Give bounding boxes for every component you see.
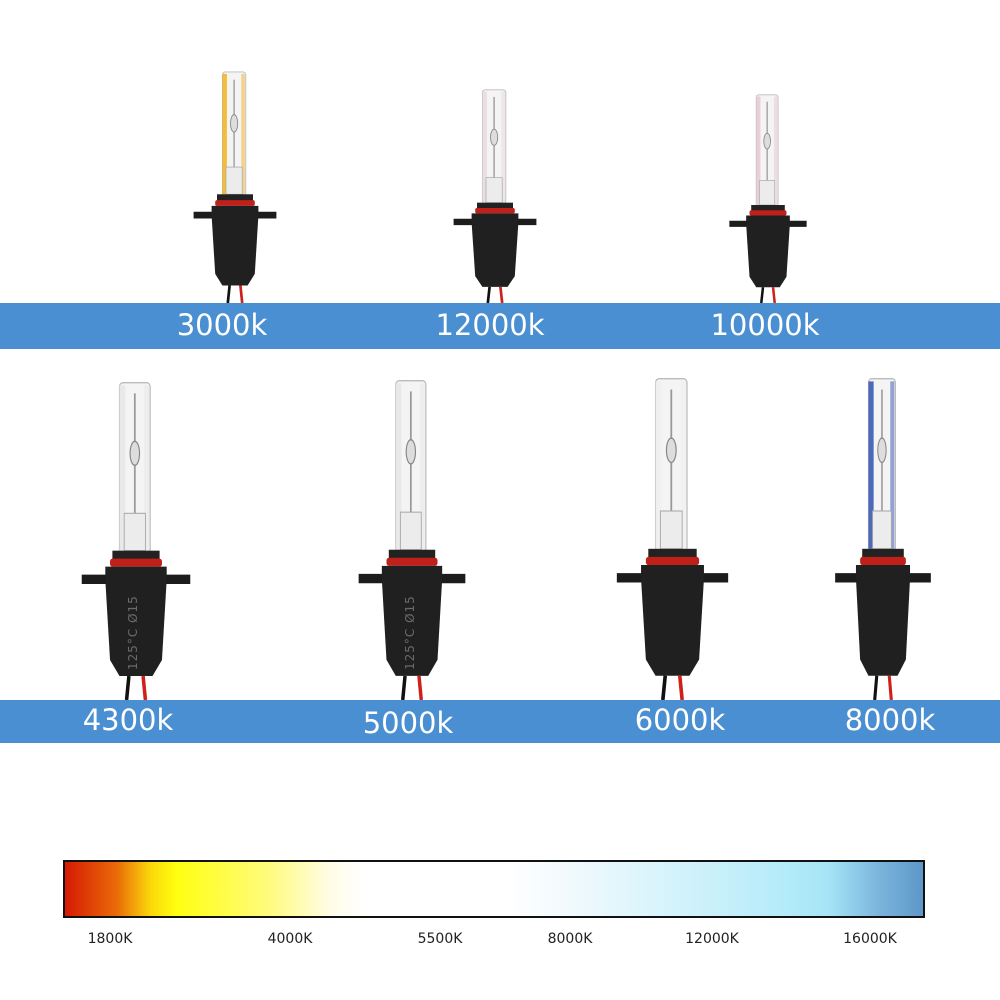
wire-red [677, 675, 684, 700]
tick-16000k: 16000K [843, 931, 897, 947]
wire-red [887, 675, 893, 700]
tick-4000k: 4000K [267, 931, 313, 947]
bulb-8000k [831, 376, 935, 700]
label-5000k: 5000k [362, 706, 454, 740]
wire-black [124, 675, 131, 700]
glass-tint [119, 385, 126, 551]
wire-black [226, 285, 231, 303]
wire-black [760, 287, 765, 303]
arc-capsule [490, 128, 499, 146]
bulb-10000k [726, 93, 810, 303]
base-collar [388, 549, 436, 561]
tick-5500k: 5500K [417, 931, 463, 947]
wire-black [661, 675, 668, 700]
wire-red [771, 287, 776, 303]
bulb-12000k [450, 88, 540, 303]
wire-red [499, 286, 504, 303]
wire-black [873, 675, 879, 700]
bottom-label-band [0, 700, 1000, 743]
glass-tint [395, 383, 402, 550]
o-ring [386, 557, 438, 566]
tick-12000k: 12000K [685, 931, 739, 947]
label-6000k: 6000k [634, 703, 726, 737]
o-ring [860, 556, 906, 565]
socket [105, 566, 167, 676]
label-8000k: 8000k [844, 703, 936, 737]
o-ring [215, 200, 255, 206]
o-ring [475, 208, 515, 214]
wire-red [239, 285, 244, 303]
glass-tint [482, 91, 487, 203]
o-ring [110, 558, 162, 567]
label-10000k: 10000k [710, 308, 820, 342]
arc-capsule [230, 114, 239, 133]
bulb-5000k [354, 378, 470, 700]
bulb-4300k [77, 380, 195, 700]
arc-capsule [877, 437, 887, 464]
label-12000k: 12000k [435, 308, 545, 342]
o-ring [749, 210, 787, 216]
color-temperature-gradient-bar [63, 860, 925, 918]
wire-black [400, 675, 407, 700]
base-collar [751, 205, 785, 212]
base-collar [648, 548, 697, 560]
arc-capsule [665, 437, 677, 464]
socket [471, 213, 519, 287]
wire-red [141, 675, 148, 700]
socket [641, 565, 704, 676]
socket [211, 205, 259, 286]
base-collar [217, 194, 253, 203]
glass-tint [868, 381, 874, 549]
arc-capsule [405, 439, 417, 465]
socket [381, 565, 443, 676]
bulb-3000k [190, 70, 280, 303]
socket [855, 565, 911, 676]
socket-embossed-text-5000k: 125°C Ø15 [403, 595, 417, 670]
glass-tint [222, 73, 227, 195]
tick-8000k: 8000K [547, 931, 593, 947]
base-collar [112, 550, 160, 562]
socket [746, 215, 790, 288]
base-collar [477, 202, 513, 210]
bulb-6000k [612, 376, 733, 700]
wire-red [417, 675, 424, 700]
arc-capsule [129, 440, 141, 466]
wire-black [486, 286, 491, 303]
o-ring [645, 556, 700, 565]
label-4300k: 4300k [82, 703, 174, 737]
socket-embossed-text-4300k: 125°C Ø15 [126, 595, 140, 670]
label-3000k: 3000k [176, 308, 268, 342]
top-label-band [0, 303, 1000, 349]
base-collar [862, 548, 904, 560]
tick-1800k: 1800K [87, 931, 133, 947]
arc-capsule [763, 132, 771, 150]
glass-tint [756, 96, 761, 205]
glass-tint [655, 381, 662, 549]
